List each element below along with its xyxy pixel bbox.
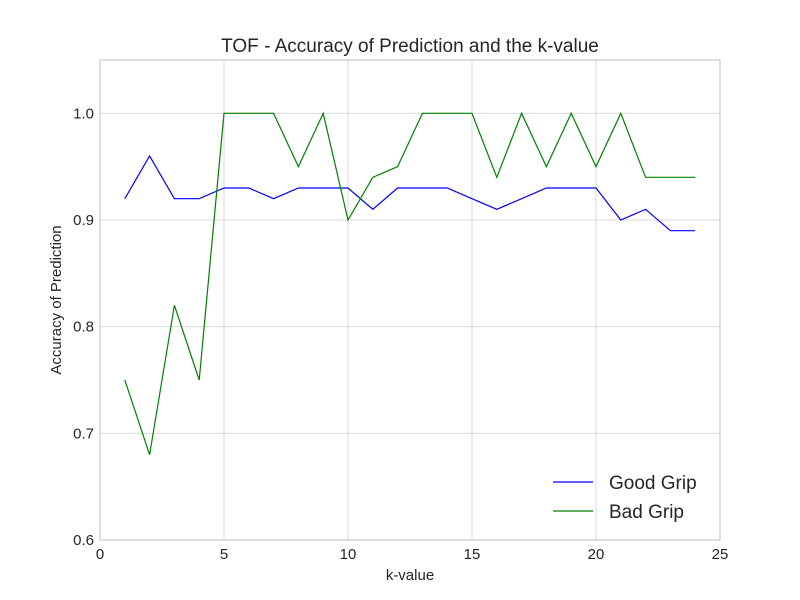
x-tick-labels: 0 5 10 15 20 25 bbox=[96, 546, 729, 563]
plot-frame bbox=[99, 59, 721, 541]
x-tick-label: 25 bbox=[712, 546, 729, 563]
legend: Good Grip Bad Grip bbox=[553, 473, 697, 523]
y-axis-label: Accuracy of Prediction bbox=[48, 225, 65, 374]
x-tick-label: 0 bbox=[96, 546, 104, 563]
series-line-good-grip bbox=[124, 154, 696, 232]
series-line-bad-grip bbox=[124, 111, 696, 455]
y-tick-label: 1.0 bbox=[73, 105, 94, 122]
x-tick-label: 20 bbox=[588, 546, 605, 563]
y-tick-labels: 0.6 0.7 0.8 0.9 1.0 bbox=[73, 105, 94, 549]
y-tick-label: 0.9 bbox=[73, 212, 94, 229]
legend-label: Bad Grip bbox=[609, 502, 684, 523]
y-tick-label: 0.8 bbox=[73, 319, 94, 336]
x-tick-label: 15 bbox=[464, 546, 481, 563]
y-tick-label: 0.6 bbox=[73, 532, 94, 549]
chart-title: TOF - Accuracy of Prediction and the k-v… bbox=[221, 36, 599, 57]
series-lines bbox=[124, 111, 696, 455]
x-tick-label: 5 bbox=[220, 546, 228, 563]
x-axis-label: k-value bbox=[386, 567, 434, 584]
grid bbox=[99, 60, 721, 541]
legend-label: Good Grip bbox=[609, 473, 697, 494]
x-tick-label: 10 bbox=[340, 546, 357, 563]
y-tick-label: 0.7 bbox=[73, 425, 94, 442]
